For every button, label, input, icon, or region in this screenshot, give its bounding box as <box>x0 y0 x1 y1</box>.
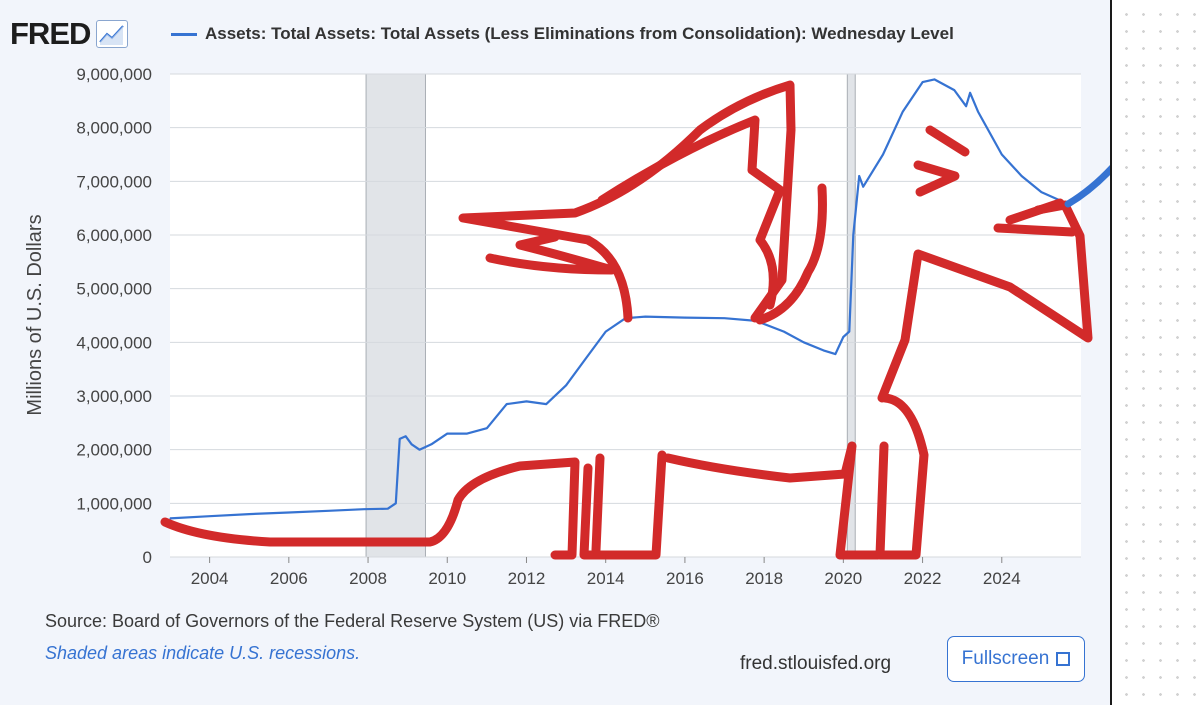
data-point <box>977 110 979 113</box>
dotted-background <box>1112 0 1200 705</box>
data-point <box>783 331 785 333</box>
chart-svg: 0 1,000,000 2,000,000 3,000,000 4,000,000 5,0… <box>24 65 1110 588</box>
fullscreen-label: Fullscreen <box>961 648 1050 669</box>
y-tick-label: 4,000,000 <box>76 333 152 352</box>
x-tick-label: 2004 <box>191 569 229 588</box>
site-url[interactable]: fred.stlouisfed.org <box>740 653 892 674</box>
fred-logo-text: FRED <box>10 16 91 51</box>
data-point <box>506 403 508 405</box>
data-point <box>969 92 971 94</box>
x-tick-label: 2020 <box>824 569 862 588</box>
data-point <box>525 400 528 402</box>
data-point <box>848 331 850 333</box>
data-point <box>399 438 401 440</box>
red-dinosaur-doodle <box>160 80 1093 560</box>
y-tick-label: 7,000,000 <box>76 172 152 191</box>
data-point <box>862 186 864 188</box>
y-tick-label: 6,000,000 <box>76 226 152 245</box>
x-tick-label: 2018 <box>745 569 783 588</box>
data-point <box>822 349 825 351</box>
x-tick-label: 2006 <box>270 569 308 588</box>
data-point <box>288 511 290 514</box>
x-tick-label: 2010 <box>428 569 466 588</box>
fred-logo[interactable]: FRED <box>10 16 129 52</box>
data-point <box>921 81 924 83</box>
data-point <box>1040 191 1042 193</box>
data-point <box>723 317 726 319</box>
x-tick-label: 2024 <box>983 569 1021 588</box>
data-point <box>486 427 488 429</box>
data-point <box>834 353 837 355</box>
x-tick-label: 2014 <box>587 569 625 588</box>
legend-swatch <box>171 32 197 36</box>
data-point <box>248 513 250 515</box>
recession-band <box>365 73 426 558</box>
data-point <box>418 449 421 451</box>
data-point <box>169 517 171 519</box>
data-point <box>644 315 646 318</box>
data-point <box>605 331 607 333</box>
data-point <box>327 510 330 512</box>
y-tick-label: 3,000,000 <box>76 387 152 406</box>
data-point <box>411 443 413 445</box>
series-line <box>169 78 1066 520</box>
data-point <box>965 105 967 107</box>
expand-icon <box>1056 652 1071 666</box>
chart-trend-icon <box>96 20 129 48</box>
data-point <box>446 432 448 435</box>
recession-note: Shaded areas indicate U.S. recessions. <box>45 643 361 663</box>
data-point <box>953 89 955 91</box>
legend-label: Assets: Total Assets: Total Assets (Less… <box>205 24 954 43</box>
y-tick-label: 2,000,000 <box>76 441 152 460</box>
data-point <box>852 234 854 236</box>
data-point <box>585 357 587 360</box>
y-tick-label: 1,000,000 <box>76 494 152 513</box>
data-point <box>858 175 860 177</box>
y-axis-label: Millions of U.S. Dollars <box>24 214 46 415</box>
source-text: Source: Board of Governors of the Federa… <box>45 611 660 631</box>
data-point <box>1020 175 1023 177</box>
blue-arrow-doodle <box>1064 164 1110 208</box>
x-tick-label: 2022 <box>904 569 942 588</box>
y-tick-label: 9,000,000 <box>76 65 152 84</box>
data-point <box>565 384 567 386</box>
data-point <box>363 508 365 510</box>
y-tick-label: 8,000,000 <box>76 119 152 138</box>
x-tick-label: 2008 <box>349 569 387 588</box>
fullscreen-button[interactable]: Fullscreen <box>947 636 1085 682</box>
y-tick-label: 0 <box>143 548 152 567</box>
data-point <box>803 341 805 343</box>
data-point <box>466 432 468 435</box>
x-tick-label: 2016 <box>666 569 704 588</box>
data-point <box>902 110 904 113</box>
data-point <box>430 443 433 445</box>
data-point <box>395 502 397 504</box>
x-tick-label: 2012 <box>508 569 546 588</box>
data-point <box>387 508 389 510</box>
data-point <box>933 78 936 80</box>
data-point <box>405 435 407 437</box>
y-tick-label: 5,000,000 <box>76 280 152 299</box>
data-point <box>209 515 211 517</box>
data-point <box>842 336 844 338</box>
chart-legend: Assets: Total Assets: Total Assets (Less… <box>171 24 954 44</box>
data-point <box>545 403 547 405</box>
data-point <box>684 317 686 319</box>
data-point <box>1001 153 1003 156</box>
panel-divider <box>1110 0 1112 705</box>
data-point <box>882 153 884 156</box>
